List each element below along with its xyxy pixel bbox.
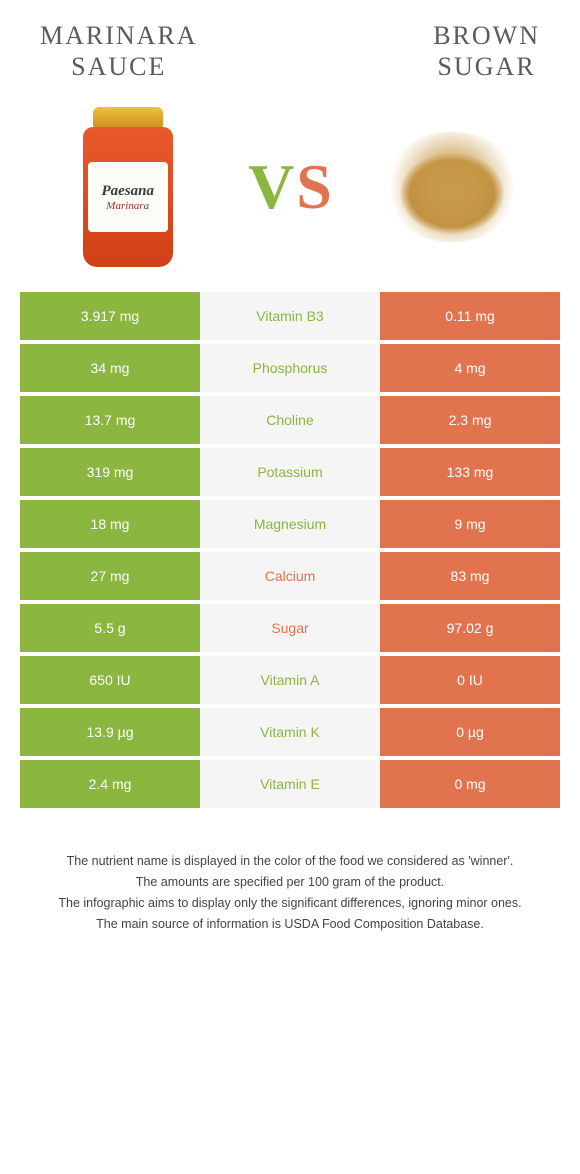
nutrient-name: Phosphorus bbox=[200, 344, 380, 392]
footnote-line: The infographic aims to display only the… bbox=[35, 894, 545, 913]
table-row: 34 mgPhosphorus4 mg bbox=[20, 344, 560, 392]
left-value: 27 mg bbox=[20, 552, 200, 600]
left-value: 3.917 mg bbox=[20, 292, 200, 340]
table-row: 27 mgCalcium83 mg bbox=[20, 552, 560, 600]
nutrient-name: Vitamin A bbox=[200, 656, 380, 704]
right-value: 0.11 mg bbox=[380, 292, 560, 340]
nutrient-name: Vitamin B3 bbox=[200, 292, 380, 340]
table-row: 18 mgMagnesium9 mg bbox=[20, 500, 560, 548]
right-value: 133 mg bbox=[380, 448, 560, 496]
vs-label: V S bbox=[248, 150, 332, 224]
table-row: 319 mgPotassium133 mg bbox=[20, 448, 560, 496]
nutrient-name: Vitamin E bbox=[200, 760, 380, 808]
right-value: 83 mg bbox=[380, 552, 560, 600]
right-value: 4 mg bbox=[380, 344, 560, 392]
table-row: 2.4 mgVitamin E0 mg bbox=[20, 760, 560, 808]
left-value: 13.9 µg bbox=[20, 708, 200, 756]
footnotes: The nutrient name is displayed in the co… bbox=[0, 812, 580, 933]
right-value: 0 mg bbox=[380, 760, 560, 808]
nutrient-name: Sugar bbox=[200, 604, 380, 652]
nutrient-name: Calcium bbox=[200, 552, 380, 600]
jar-sub-text: Marinara bbox=[106, 200, 149, 212]
nutrient-name: Vitamin K bbox=[200, 708, 380, 756]
right-value: 2.3 mg bbox=[380, 396, 560, 444]
header: MARINARA SAUCE BROWN SUGAR bbox=[0, 0, 580, 92]
right-value: 0 IU bbox=[380, 656, 560, 704]
footnote-line: The nutrient name is displayed in the co… bbox=[35, 852, 545, 871]
left-food-image: Paesana Marinara bbox=[53, 102, 203, 272]
brown-sugar-icon bbox=[377, 122, 527, 252]
nutrient-name: Magnesium bbox=[200, 500, 380, 548]
footnote-line: The main source of information is USDA F… bbox=[35, 915, 545, 934]
nutrient-name: Choline bbox=[200, 396, 380, 444]
left-food-title: MARINARA SAUCE bbox=[40, 20, 198, 82]
left-value: 13.7 mg bbox=[20, 396, 200, 444]
table-row: 3.917 mgVitamin B30.11 mg bbox=[20, 292, 560, 340]
images-row: Paesana Marinara V S bbox=[0, 92, 580, 292]
left-value: 18 mg bbox=[20, 500, 200, 548]
left-value: 650 IU bbox=[20, 656, 200, 704]
vs-s: S bbox=[296, 150, 332, 224]
table-row: 13.7 mgCholine2.3 mg bbox=[20, 396, 560, 444]
table-row: 5.5 gSugar97.02 g bbox=[20, 604, 560, 652]
right-food-title: BROWN SUGAR bbox=[433, 20, 540, 82]
right-food-image bbox=[377, 102, 527, 272]
left-value: 319 mg bbox=[20, 448, 200, 496]
left-value: 2.4 mg bbox=[20, 760, 200, 808]
comparison-table: 3.917 mgVitamin B30.11 mg34 mgPhosphorus… bbox=[0, 292, 580, 808]
nutrient-name: Potassium bbox=[200, 448, 380, 496]
left-value: 34 mg bbox=[20, 344, 200, 392]
jar-brand-text: Paesana bbox=[101, 183, 154, 200]
vs-v: V bbox=[248, 150, 294, 224]
marinara-jar-icon: Paesana Marinara bbox=[83, 107, 173, 267]
footnote-line: The amounts are specified per 100 gram o… bbox=[35, 873, 545, 892]
right-value: 0 µg bbox=[380, 708, 560, 756]
table-row: 13.9 µgVitamin K0 µg bbox=[20, 708, 560, 756]
right-value: 97.02 g bbox=[380, 604, 560, 652]
right-value: 9 mg bbox=[380, 500, 560, 548]
table-row: 650 IUVitamin A0 IU bbox=[20, 656, 560, 704]
left-value: 5.5 g bbox=[20, 604, 200, 652]
